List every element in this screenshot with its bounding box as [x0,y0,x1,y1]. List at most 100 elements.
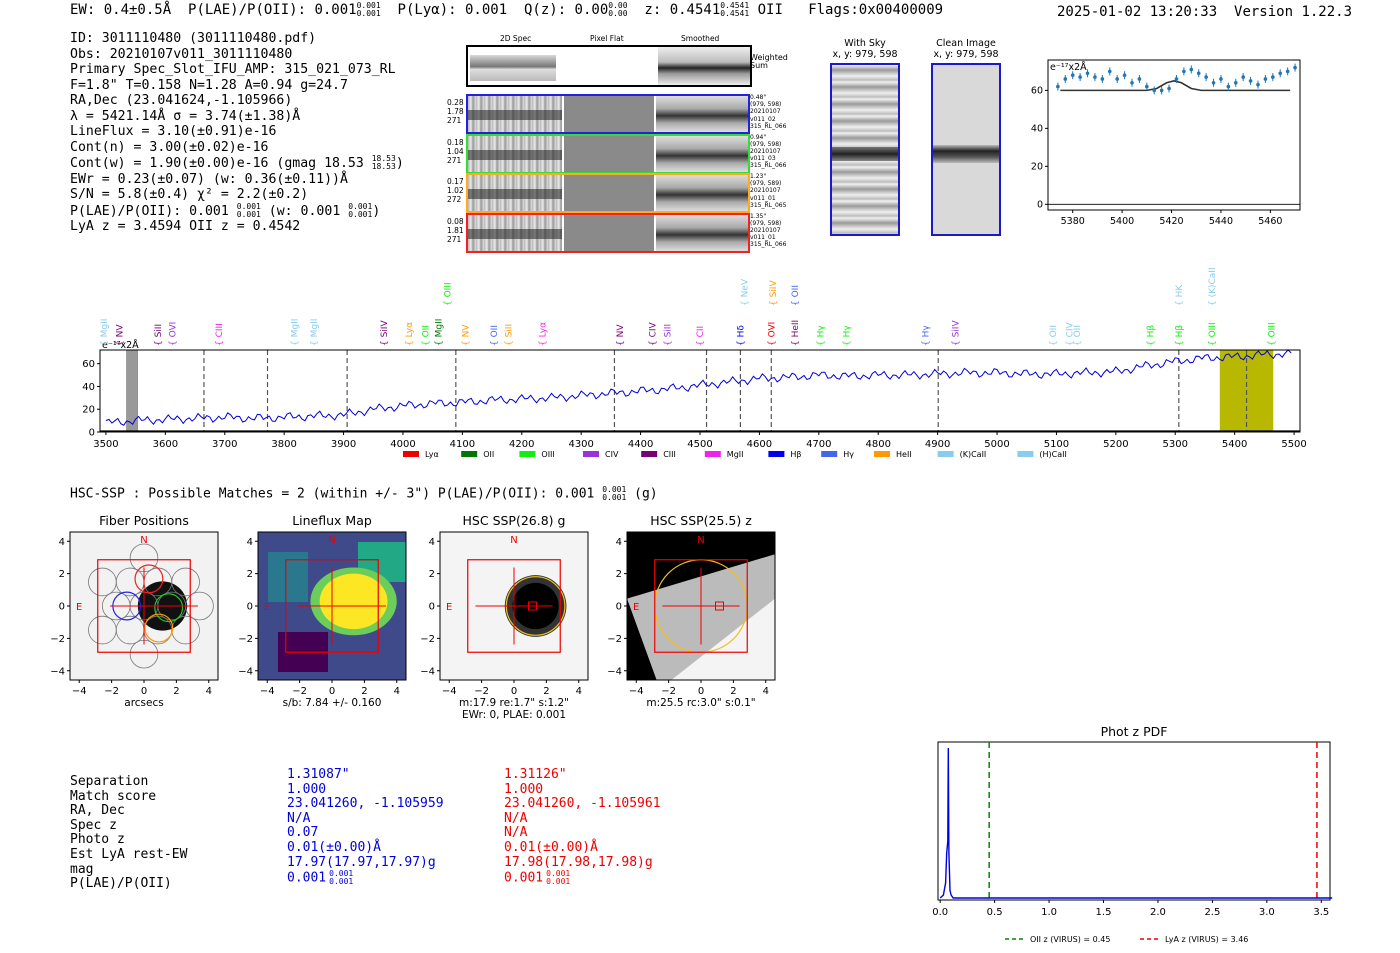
emission-line-label: { SiII [154,324,164,346]
zoom-data-point [1145,84,1149,89]
hsc-ytick-label: −2 [420,634,435,645]
cutout-row [466,173,750,213]
hsc-ytick-label: −4 [607,666,622,677]
hsc-xtick-label: −4 [629,686,644,697]
match-plae-bounds: 0.001 0.001 [546,870,570,886]
cutout-weights: 0.17 1.02 272 [447,177,465,204]
cutout-flat [564,214,654,251]
info-plae: P(LAE)/P(OII): 0.001 0.001 0.001 (w: 0.00… [70,202,404,220]
zoom-data-point [1271,75,1275,79]
hsc-ytick-label: −4 [420,666,435,677]
hsc-xtick-label: −2 [661,686,676,697]
weight-2: 1.78 [447,107,464,116]
zoom-xtick-label: 5460 [1258,216,1282,227]
legend-label: Hγ [843,450,854,459]
header-z-line: OII [757,2,783,18]
legend-swatch [937,451,954,457]
match-marker [715,601,724,611]
legend-label: Hβ [790,450,801,459]
photz-xtick-label: 2.0 [1150,907,1166,918]
emission-line-label: { OIII [444,282,454,306]
photz-title: Phot z PDF [1101,724,1168,739]
row-info-r5: 315_RL_066 [750,162,787,170]
zoom-data-point [1293,65,1297,70]
row-info-r3: 20210107 [750,187,781,195]
hsc-panel-title: HSC SSP(26.8) g [463,513,566,528]
spectrum-line [105,349,1292,426]
row-info-r4: v011_02 [750,115,776,123]
zoom-data-point [1219,77,1223,81]
header-z: z: 0.4541 [644,2,721,18]
hsc-ytick-label: 0 [59,602,65,613]
weight-1: 0.28 [447,98,464,107]
hsc-panel-xlabel: m:25.5 rc:3.0" s:0.1" [646,697,755,709]
hsc-xtick-label: 0 [141,686,147,697]
cutout-2d-trace [468,110,562,120]
emission-line-label: { Hβ [1175,325,1185,346]
zoom-data-point [1085,71,1090,76]
emission-line-label: { MgII [310,319,320,346]
weight-2: 1.02 [447,186,464,195]
zoom-data-point [1189,67,1194,72]
match-blue-values: 1.31087" 1.000 23.041260, -1.105959 N/A 0.07… [287,767,444,886]
row-info-r2: (979, 598) [750,101,782,109]
emission-line-label: { Hγ [922,325,932,346]
fiber-circle [171,567,200,597]
emission-line-label: { HK [1175,284,1185,306]
header-z-lo: 0.4541 [720,9,750,18]
hsc-xtick-label: −4 [72,686,87,697]
info-plae-lo: 0.001 [236,209,261,219]
spectrum-xtick-label: 4500 [687,439,712,450]
weighted-text: Weighted [750,53,788,62]
hsc-xtick-label: −4 [442,686,457,697]
match-label: Est LyA rest-EW [70,846,188,862]
zoom-data-point [1211,80,1216,85]
zoom-fit-line [1060,80,1291,92]
zoom-data-point [1100,77,1105,81]
zoom-data-point [1241,75,1245,79]
hsc-panel-title: HSC SSP(25.5) z [650,513,752,528]
match-value: 17.97(17.97,17.97)g [287,854,436,870]
zoom-data-point [1233,80,1238,85]
hsc-panel-xlabel2: EWr: 0, PLAE: 0.001 [462,709,566,721]
bound-lo: 0.001 [546,877,571,887]
zoom-data-point [1167,86,1171,91]
hsc-ytick-label: −2 [50,634,65,645]
info-obs: Obs: 20210107v011_3011110480 [70,46,293,62]
legend-label: OII [483,450,494,459]
east-label: E [633,602,639,613]
zoom-xtick-label: 5400 [1110,216,1134,227]
zoom-xtick-label: 5420 [1159,216,1183,227]
weight-3: 271 [447,234,462,244]
match-value: 1.000 [504,781,544,797]
hsc-ytick-label: 4 [616,537,622,548]
hsc-ytick-label: 4 [247,537,253,548]
hsc-z-light [671,598,775,680]
emission-line-label: { CIII [215,323,225,346]
row-info-r5: 315_RL_066 [750,122,787,130]
info-contw: Cont(w) = 1.90(±0.00)e-16 (gmag 18.53 18… [70,155,404,172]
north-label: N [140,535,147,546]
zoom-data-point [1263,77,1268,81]
match-label: P(LAE)/P(OII) [70,876,172,892]
emission-line-label: { OVI [767,322,777,346]
emission-line-label: { SiIV [769,280,779,306]
zoom-data-point [1078,75,1082,79]
hsc-ytick-label: 4 [429,537,435,548]
info-radec: RA,Dec (23.041624,-1.105966) [70,93,293,108]
spectrum-ylabel: e⁻¹⁷x2Å [102,339,139,351]
with-sky-trace [832,147,898,161]
row-info-r1: 1.23" [750,173,767,180]
spectrum-ytick-label: 40 [82,382,95,393]
with-sky-image [830,63,900,236]
hsc-title-hi: 0.001 [602,485,627,494]
emission-line-label: { OIII [1267,322,1277,346]
hsc-ytick-label: 2 [59,569,65,580]
spectrum-frame [99,349,1301,433]
hsc-ytick-label: 0 [247,602,253,613]
zoom-data-point [1278,71,1283,76]
info-contw-end: ) [395,156,404,171]
spectrum-xtick-label: 5400 [1222,439,1247,450]
cutout-weights: 0.18 1.04 271 [447,138,465,165]
spectrum-xtick-label: 3500 [93,439,118,450]
